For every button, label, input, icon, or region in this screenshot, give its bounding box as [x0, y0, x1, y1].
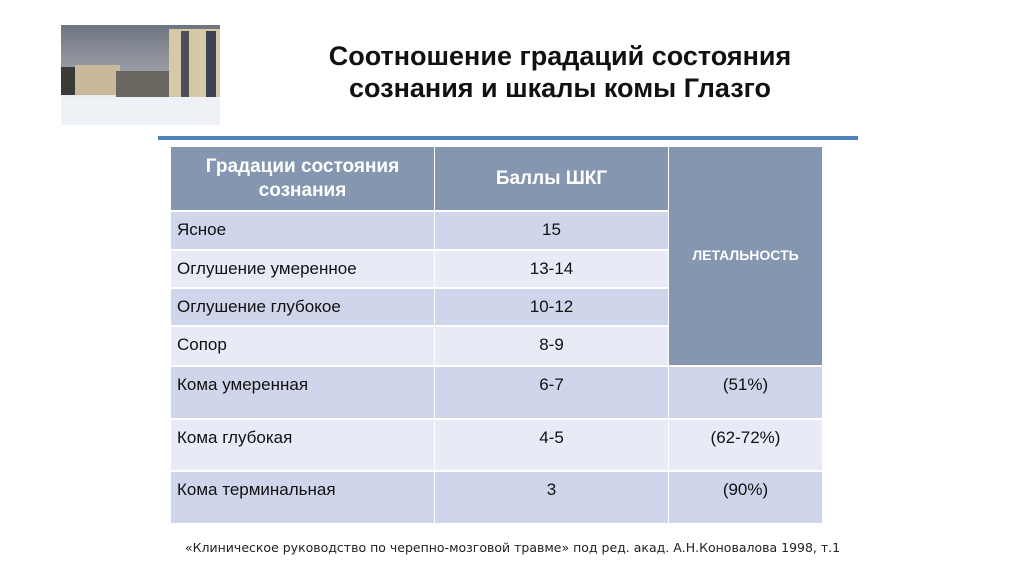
column-header-gcs: Баллы ШКГ	[435, 147, 668, 210]
table-row-lethality: (90%)	[669, 472, 822, 523]
photo-windows	[206, 31, 216, 101]
table-row-grade: Кома глубокая	[171, 420, 434, 470]
table-row-gcs: 4-5	[435, 420, 668, 470]
gcs-table: Градации состояния сознания Баллы ШКГ ЛЕ…	[171, 147, 822, 523]
table-row-grade: Ясное	[171, 212, 434, 249]
table-row-gcs: 10-12	[435, 289, 668, 325]
table-row-gcs: 6-7	[435, 367, 668, 418]
table-row-grade: Кома умеренная	[171, 367, 434, 418]
table-row-lethality: (51%)	[669, 367, 822, 418]
table-row-gcs: 13-14	[435, 251, 668, 287]
table-row-grade: Кома терминальная	[171, 472, 434, 523]
slide-title: Соотношение градаций состояния сознания …	[250, 40, 870, 104]
title-line-1: Соотношение градаций состояния	[328, 41, 792, 71]
table-row-grade: Сопор	[171, 327, 434, 365]
title-line-2: сознания и шкалы комы Глазго	[349, 73, 771, 103]
photo-windows	[181, 31, 189, 101]
photo-building	[116, 71, 171, 97]
title-divider	[158, 136, 858, 140]
column-header-grade: Градации состояния сознания	[171, 147, 434, 210]
table-row-gcs: 8-9	[435, 327, 668, 365]
photo-snow	[61, 97, 220, 125]
photo-building	[75, 65, 120, 95]
hospital-photo	[61, 25, 220, 125]
table-row-grade: Оглушение умеренное	[171, 251, 434, 287]
table-row-lethality: (62-72%)	[669, 420, 822, 470]
column-header-lethality: ЛЕТАЛЬНОСТЬ	[669, 147, 822, 365]
table-row-grade: Оглушение глубокое	[171, 289, 434, 325]
table-row-gcs: 3	[435, 472, 668, 523]
citation: «Клиническое руководство по черепно-мозг…	[185, 540, 841, 555]
table-row-gcs: 15	[435, 212, 668, 249]
